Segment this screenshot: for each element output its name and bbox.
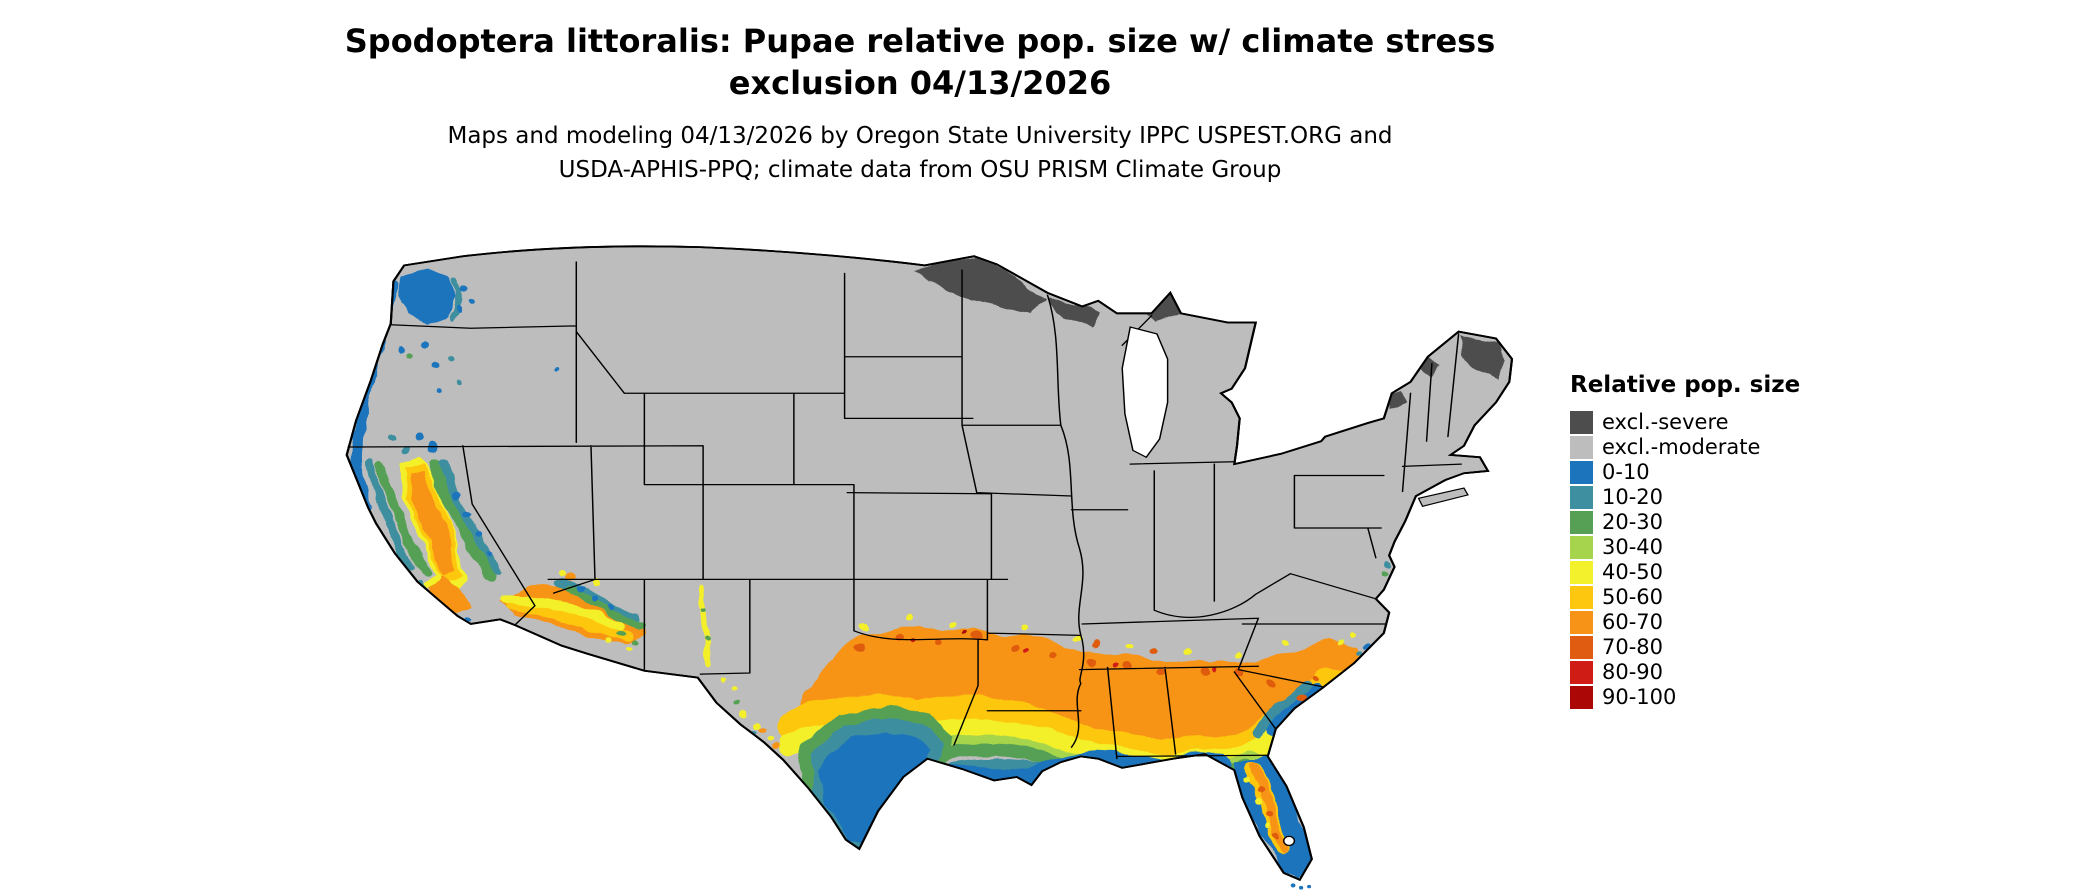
- lake-okeechobee: [1283, 835, 1296, 847]
- legend-item-label: 0-10: [1602, 460, 1650, 484]
- legend-item-label: 10-20: [1602, 485, 1664, 509]
- legend-swatch: [1570, 511, 1593, 534]
- legend-swatch: [1570, 586, 1593, 609]
- legend-swatch: [1570, 436, 1593, 459]
- legend-item: excl.-severe: [1570, 410, 1800, 435]
- figure-title-line1: Spodoptera littoralis: Pupae relative po…: [344, 22, 1496, 60]
- long-island: [1417, 487, 1469, 508]
- legend-items: excl.-severe excl.-moderate 0-10 10-20 20-30…: [1570, 410, 1800, 710]
- figure-subtitle: Maps and modeling 04/13/2026 by Oregon S…: [0, 120, 1840, 187]
- legend-swatch: [1570, 636, 1593, 659]
- legend-item-label: 50-60: [1602, 585, 1664, 609]
- figure-subtitle-line2: USDA-APHIS-PPQ; climate data from OSU PR…: [558, 156, 1282, 183]
- legend-swatch: [1570, 536, 1593, 559]
- legend-swatch: [1570, 486, 1593, 509]
- legend-item: 20-30: [1570, 510, 1800, 535]
- legend-item-label: 70-80: [1602, 635, 1664, 659]
- legend-item-label: 80-90: [1602, 660, 1664, 684]
- legend-swatch: [1570, 561, 1593, 584]
- legend-item-label: 40-50: [1602, 560, 1664, 584]
- legend-item: 40-50: [1570, 560, 1800, 585]
- legend-swatch: [1570, 461, 1593, 484]
- legend-swatch: [1570, 661, 1593, 684]
- legend-item-label: 30-40: [1602, 535, 1664, 559]
- florida-keys: [1290, 883, 1312, 890]
- legend-item: excl.-moderate: [1570, 435, 1800, 460]
- legend-title: Relative pop. size: [1570, 372, 1801, 398]
- us-map: [345, 245, 1514, 890]
- legend-swatch: [1570, 686, 1593, 709]
- legend-item: 60-70: [1570, 610, 1800, 635]
- legend-item-label: 90-100: [1602, 685, 1677, 709]
- legend-item-label: excl.-moderate: [1602, 435, 1761, 459]
- us-landmass: [345, 245, 1514, 881]
- legend-item-label: excl.-severe: [1602, 410, 1729, 434]
- legend-item: 0-10: [1570, 460, 1800, 485]
- legend-item: 90-100: [1570, 685, 1800, 710]
- figure-subtitle-line1: Maps and modeling 04/13/2026 by Oregon S…: [447, 123, 1393, 150]
- legend-item: 30-40: [1570, 535, 1800, 560]
- lake-michigan: [1121, 326, 1169, 459]
- legend-item: 70-80: [1570, 635, 1800, 660]
- state-borders: [347, 261, 1462, 760]
- figure-header: Spodoptera littoralis: Pupae relative po…: [0, 20, 1840, 187]
- legend-item: 10-20: [1570, 485, 1800, 510]
- legend-swatch: [1570, 611, 1593, 634]
- legend-swatch: [1570, 411, 1593, 434]
- legend-item: 80-90: [1570, 660, 1800, 685]
- legend-item: 50-60: [1570, 585, 1800, 610]
- legend-item-label: 20-30: [1602, 510, 1664, 534]
- figure-title-line2: exclusion 04/13/2026: [728, 64, 1112, 103]
- legend-item-label: 60-70: [1602, 610, 1664, 634]
- legend: Relative pop. size excl.-severe excl.-mod…: [1570, 372, 1800, 710]
